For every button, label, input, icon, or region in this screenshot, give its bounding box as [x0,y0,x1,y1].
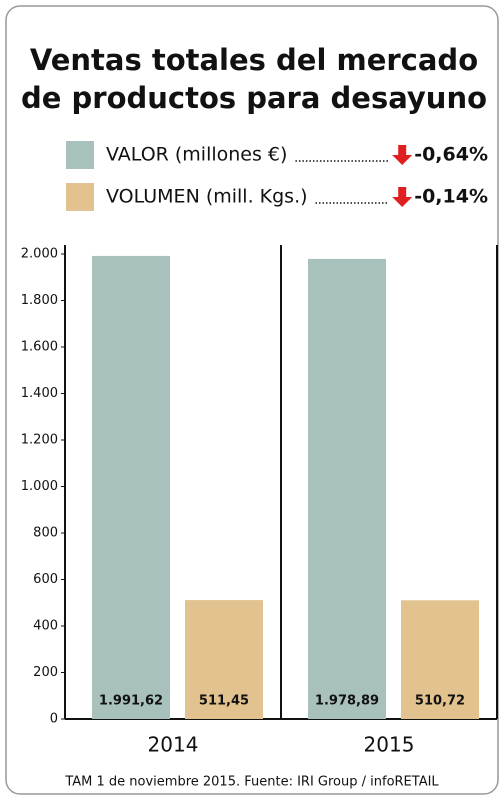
y-tick-label: 1.200 [21,433,58,448]
down-arrow [392,145,413,165]
y-tick-label: 200 [33,665,58,680]
y-tick-label: 1.600 [21,340,58,355]
chart-title: Ventas totales del mercado [30,43,478,77]
value-label: 1.978,89 [315,694,379,709]
legend-swatch [66,183,94,211]
y-tick-label: 400 [33,619,58,634]
legend-swatch [66,141,94,169]
y-tick-label: 2.000 [21,247,58,262]
legend-label: VALOR (millones €) [106,144,287,166]
value-label: 1.991,62 [99,694,163,709]
y-tick-label: 0 [50,712,58,727]
x-tick-label: 2014 [148,733,199,757]
legend-change: -0,14% [414,186,488,208]
y-tick-label: 1.000 [21,479,58,494]
y-tick-label: 1.800 [21,293,58,308]
value-label: 510,72 [415,694,465,709]
y-tick-label: 800 [33,526,58,541]
x-tick-label: 2015 [364,733,415,757]
bar [401,600,479,719]
source: TAM 1 de noviembre 2015. Fuente: IRI Gro… [64,775,439,790]
bar [92,255,170,719]
bar [185,600,263,719]
y-tick-label: 600 [33,572,58,587]
y-tick-label: 1.400 [21,386,58,401]
value-label: 511,45 [199,694,249,709]
legend-label: VOLUMEN (mill. Kgs.) [106,186,308,208]
down-arrow [392,187,413,207]
bar [308,258,386,719]
legend-change: -0,64% [414,144,488,166]
chart-title: de productos para desayuno [21,81,487,115]
